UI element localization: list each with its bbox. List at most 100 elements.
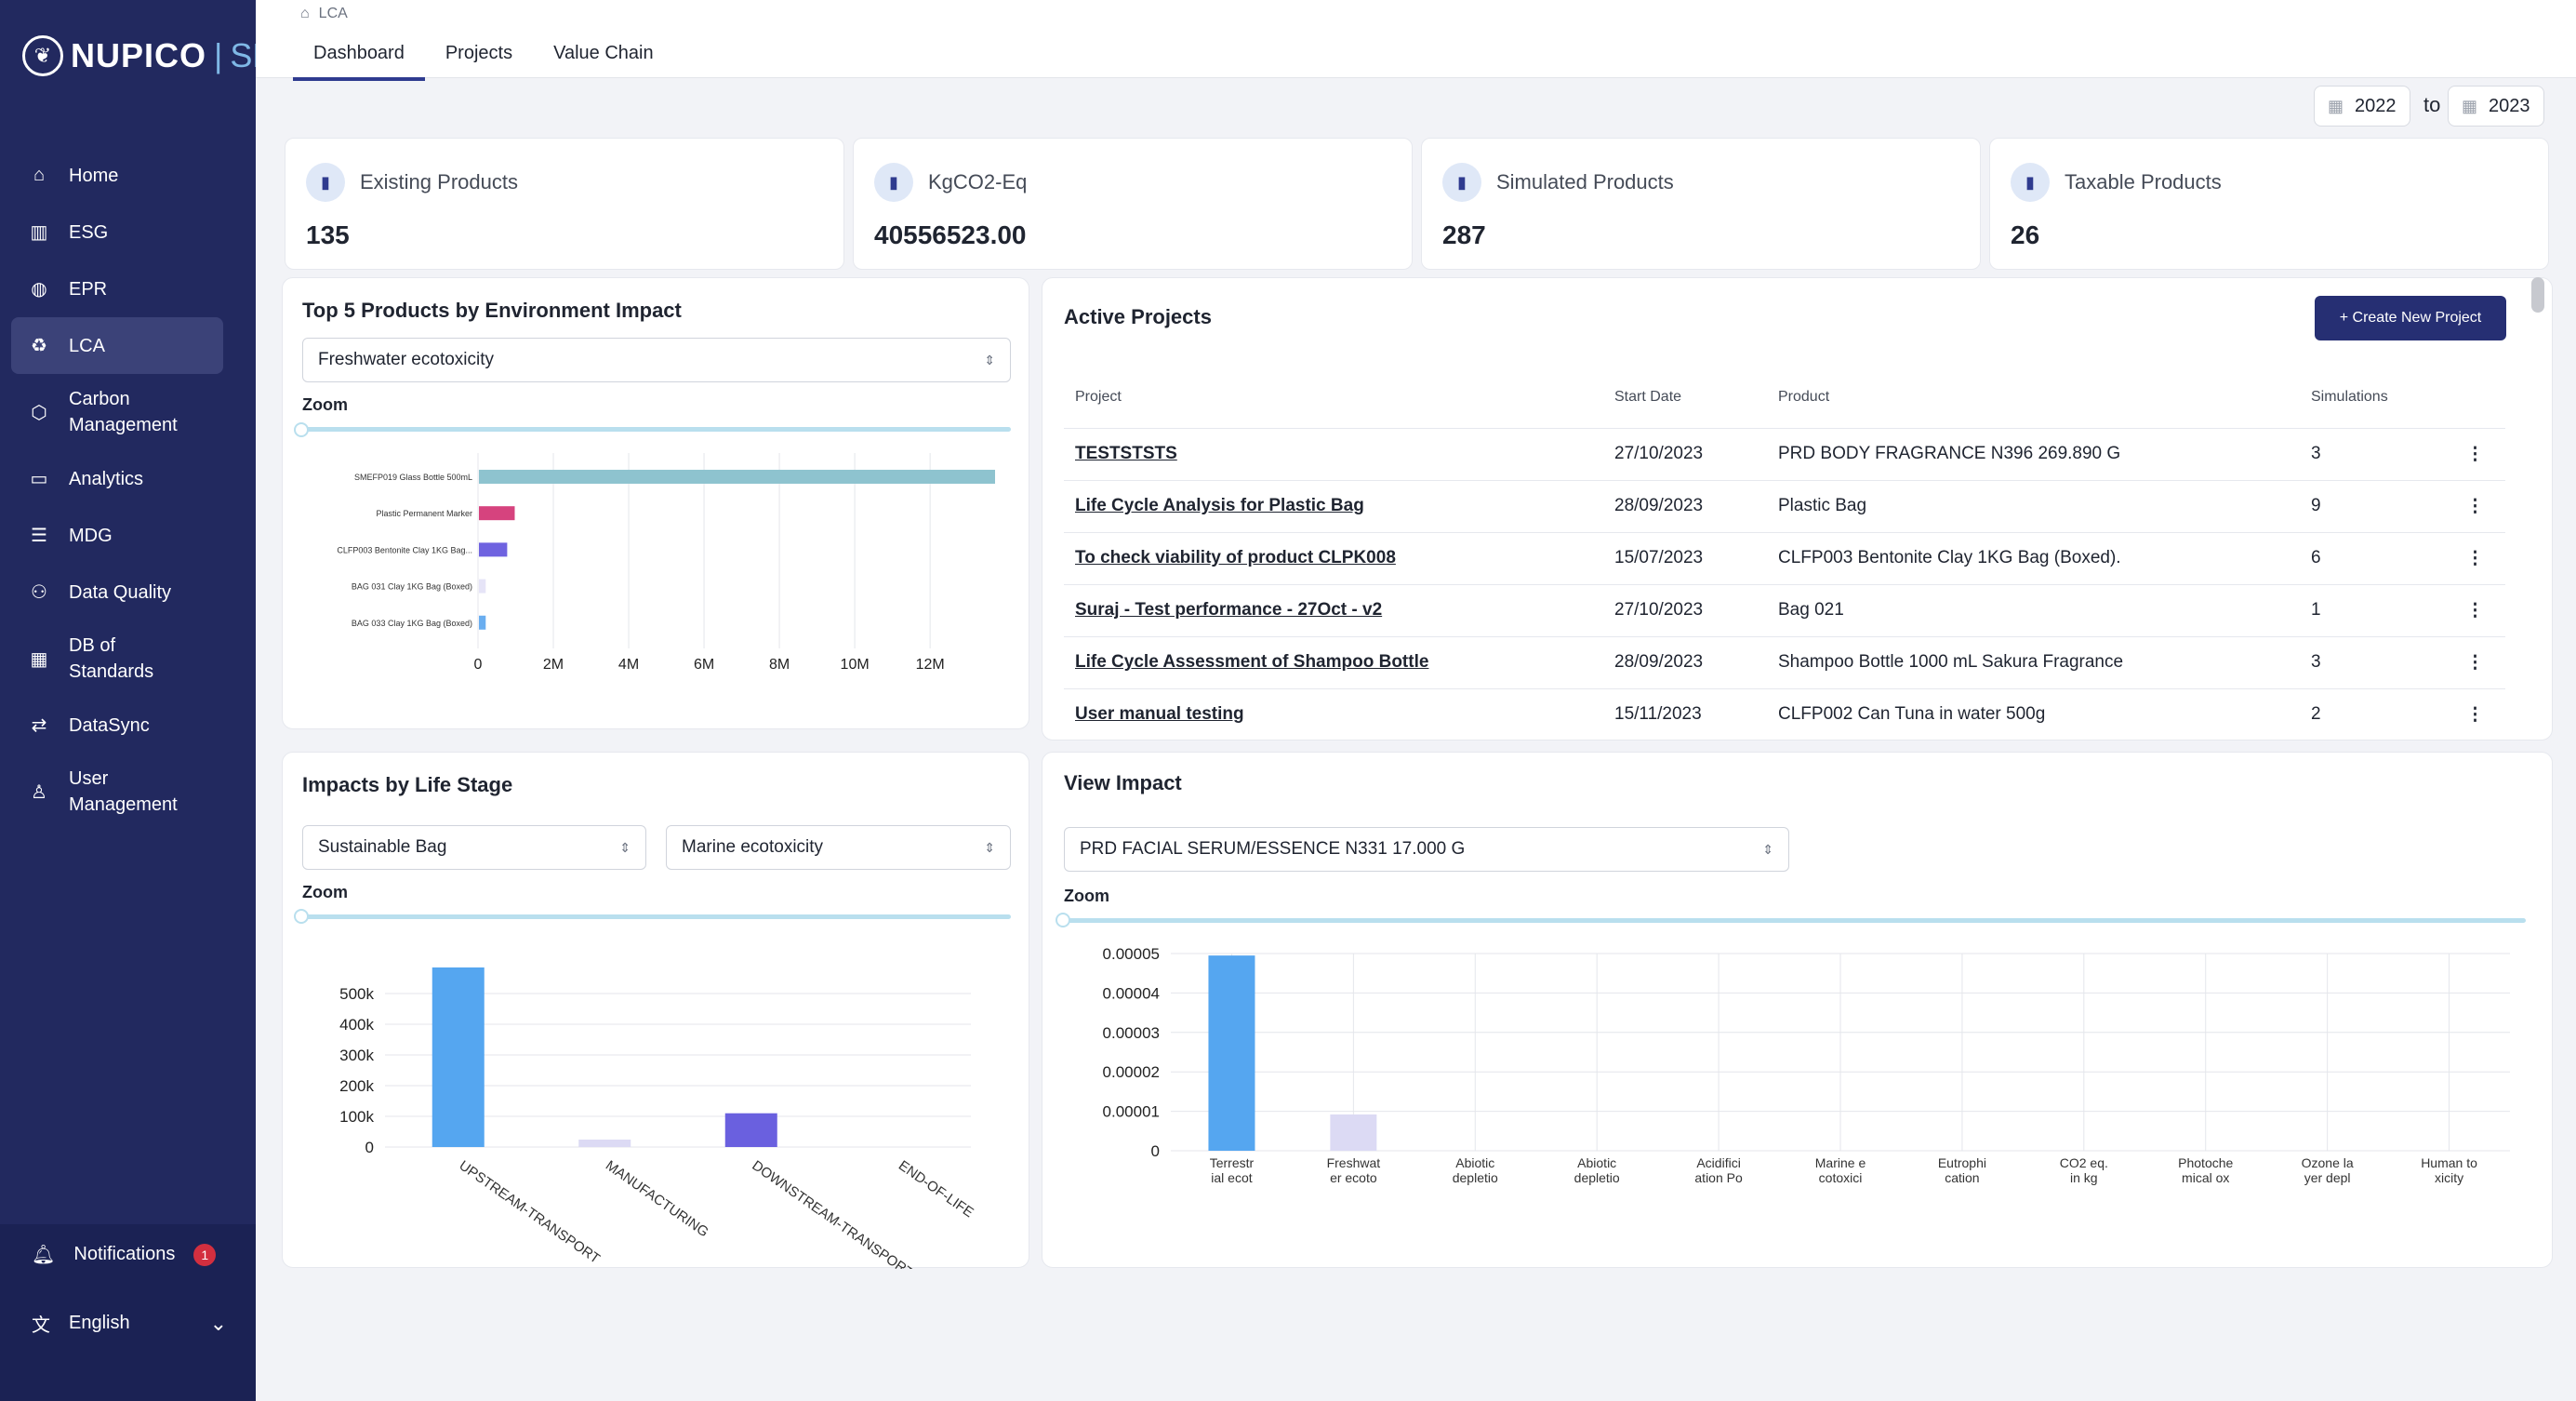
breadcrumb-item[interactable]: LCA xyxy=(318,6,348,21)
simulations-cell: 1 xyxy=(2311,600,2321,620)
end-year-picker[interactable]: ▦ 2023 xyxy=(2448,86,2544,127)
sidebar-item-epr[interactable]: ◍ EPR xyxy=(11,260,223,317)
sidebar-item-user-management[interactable]: ♙ User Management xyxy=(11,754,223,830)
y-tick-label: 0.00003 xyxy=(1103,1024,1160,1042)
project-name-link[interactable]: Suraj - Test performance - 27Oct - v2 xyxy=(1075,600,1383,620)
home-icon[interactable]: ⌂ xyxy=(300,6,310,21)
tab-value-chain[interactable]: Value Chain xyxy=(553,43,654,63)
y-tick-label: BAG 033 Clay 1KG Bag (Boxed) xyxy=(352,619,472,628)
sidebar-item-datasync[interactable]: ⇄ DataSync xyxy=(11,697,223,754)
notifications-link[interactable]: 🔔︎ Notifications 1 xyxy=(32,1243,217,1266)
table-cell: User manual testing xyxy=(1064,687,1603,741)
chevron-down-icon: ⌄ xyxy=(209,1311,227,1335)
tab-projects[interactable]: Projects xyxy=(445,43,513,63)
table-row[interactable]: Life Cycle Assessment of Shampoo Bottle 2… xyxy=(1064,635,2505,688)
zoom-handle[interactable] xyxy=(1056,913,1070,927)
table-row[interactable]: Life Cycle Analysis for Plastic Bag 28/09… xyxy=(1064,479,2505,532)
impacts-by-life-stage-card: Impacts by Life Stage Sustainable Bag ⇕ … xyxy=(282,752,1029,1269)
x-tick-label: 8M xyxy=(769,657,790,673)
language-selector[interactable]: 文 English ⌄ xyxy=(32,1310,227,1337)
x-tick-label: mical ox xyxy=(2182,1170,2229,1185)
x-tick-label: 2M xyxy=(543,657,564,673)
project-name-link[interactable]: Life Cycle Analysis for Plastic Bag xyxy=(1075,496,1364,515)
product-cell: Bag 021 xyxy=(1778,600,1844,620)
table-cell: 15/07/2023 xyxy=(1603,531,1767,584)
column-header-actions xyxy=(2445,367,2505,428)
y-tick-label: CLFP003 Bentonite Clay 1KG Bag... xyxy=(337,545,472,554)
x-tick-label: depletio xyxy=(1453,1170,1498,1185)
zoom-slider[interactable] xyxy=(1064,918,2526,923)
x-tick-label: Human to xyxy=(2421,1155,2477,1170)
sidebar-item-esg[interactable]: ▥ ESG xyxy=(11,204,223,260)
y-tick-label: 500k xyxy=(339,985,374,1003)
table-row[interactable]: User manual testing 15/11/2023 CLFP002 Can… xyxy=(1064,687,2505,741)
impact-metric-select[interactable]: Marine ecotoxicity ⇕ xyxy=(666,825,1011,870)
zoom-slider[interactable] xyxy=(302,914,1011,919)
bar xyxy=(479,542,508,557)
y-tick-label: 200k xyxy=(339,1077,374,1095)
list-icon: ☰ xyxy=(31,526,47,546)
stat-label: Simulated Products xyxy=(1496,170,1674,193)
table-cell: 28/09/2023 xyxy=(1603,635,1767,688)
project-name-link[interactable]: TESTSTSTS xyxy=(1075,444,1177,463)
impact-category-select[interactable]: Freshwater ecotoxicity ⇕ xyxy=(302,338,1011,382)
column-header-product[interactable]: Product xyxy=(1778,388,1830,405)
more-options-icon[interactable]: ⋮ xyxy=(2466,600,2484,620)
x-tick-label: Marine e xyxy=(1815,1155,1866,1170)
x-tick-label: 12M xyxy=(916,657,945,673)
product-cell: Plastic Bag xyxy=(1778,496,1867,515)
zoom-slider[interactable] xyxy=(302,427,1011,432)
sidebar-item-analytics[interactable]: ▭ Analytics xyxy=(11,450,223,507)
sidebar-item-carbon-management[interactable]: ⬡ Carbon Management xyxy=(11,374,223,450)
more-options-icon[interactable]: ⋮ xyxy=(2466,704,2484,725)
start-year-picker[interactable]: ▦ 2022 xyxy=(2314,86,2410,127)
product-select[interactable]: Sustainable Bag ⇕ xyxy=(302,825,646,870)
top5-title: Top 5 Products by Environment Impact xyxy=(302,299,682,322)
table-row[interactable]: Suraj - Test performance - 27Oct - v2 27/… xyxy=(1064,583,2505,636)
y-tick-label: 0 xyxy=(365,1139,374,1156)
project-name-link[interactable]: User manual testing xyxy=(1075,704,1244,725)
column-header-simulations[interactable]: Simulations xyxy=(2311,388,2388,405)
zoom-handle[interactable] xyxy=(294,422,309,437)
more-options-icon[interactable]: ⋮ xyxy=(2466,652,2484,673)
column-header-start-date[interactable]: Start Date xyxy=(1614,388,1682,405)
more-options-icon[interactable]: ⋮ xyxy=(2466,444,2484,464)
scrollbar[interactable] xyxy=(2531,277,2544,313)
create-new-project-button[interactable]: + Create New Project xyxy=(2315,296,2506,340)
zoom-label: Zoom xyxy=(302,395,348,414)
start-date-cell: 27/10/2023 xyxy=(1614,600,1704,620)
sidebar-item-lca[interactable]: ♻ LCA xyxy=(11,317,223,374)
life-stage-title: Impacts by Life Stage xyxy=(302,773,513,796)
stat-label: KgCO2-Eq xyxy=(928,170,1028,193)
x-tick-label: yer depl xyxy=(2304,1170,2351,1185)
sidebar-item-data-quality[interactable]: ⚇ Data Quality xyxy=(11,564,223,620)
sidebar-item-db-of-standards[interactable]: ▦ DB of Standards xyxy=(11,620,223,697)
table-cell: 27/10/2023 xyxy=(1603,583,1767,636)
sidebar: ❦ NUPICO | SDP ⌂Home▥ESG◍EPR♻LCA⬡Carbon … xyxy=(0,0,299,1401)
bookmark-icon: ▮ xyxy=(306,163,345,202)
table-cell: TESTSTSTS xyxy=(1064,427,1603,480)
impact-category-value: Freshwater ecotoxicity xyxy=(318,350,495,369)
x-tick-label: cation xyxy=(1945,1170,1979,1185)
table-row[interactable]: TESTSTSTS 27/10/2023 PRD BODY FRAGRANCE N3… xyxy=(1064,427,2505,480)
bar xyxy=(1330,1114,1377,1151)
column-header-project[interactable]: Project xyxy=(1075,388,1122,405)
x-tick-label: 4M xyxy=(618,657,639,673)
sidebar-item-home[interactable]: ⌂ Home xyxy=(11,147,223,204)
y-tick-label: 0.00001 xyxy=(1103,1103,1160,1121)
product-select[interactable]: PRD FACIAL SERUM/ESSENCE N331 17.000 G ⇕ xyxy=(1064,827,1789,872)
table-cell: CLFP003 Bentonite Clay 1KG Bag (Boxed). xyxy=(1767,531,2300,584)
table-cell: 9 xyxy=(2300,479,2445,532)
project-name-link[interactable]: To check viability of product CLPK008 xyxy=(1075,548,1396,567)
table-cell: Suraj - Test performance - 27Oct - v2 xyxy=(1064,583,1603,636)
project-name-link[interactable]: Life Cycle Assessment of Shampoo Bottle xyxy=(1075,652,1429,672)
x-tick-label: in kg xyxy=(2070,1170,2098,1185)
more-options-icon[interactable]: ⋮ xyxy=(2466,548,2484,568)
zoom-handle[interactable] xyxy=(294,909,309,924)
y-tick-label: BAG 031 Clay 1KG Bag (Boxed) xyxy=(352,582,472,592)
table-row[interactable]: To check viability of product CLPK008 15/… xyxy=(1064,531,2505,584)
more-options-icon[interactable]: ⋮ xyxy=(2466,496,2484,516)
sidebar-item-mdg[interactable]: ☰ MDG xyxy=(11,507,223,564)
y-tick-label: 0.00004 xyxy=(1103,984,1160,1002)
tab-dashboard[interactable]: Dashboard xyxy=(293,37,425,81)
